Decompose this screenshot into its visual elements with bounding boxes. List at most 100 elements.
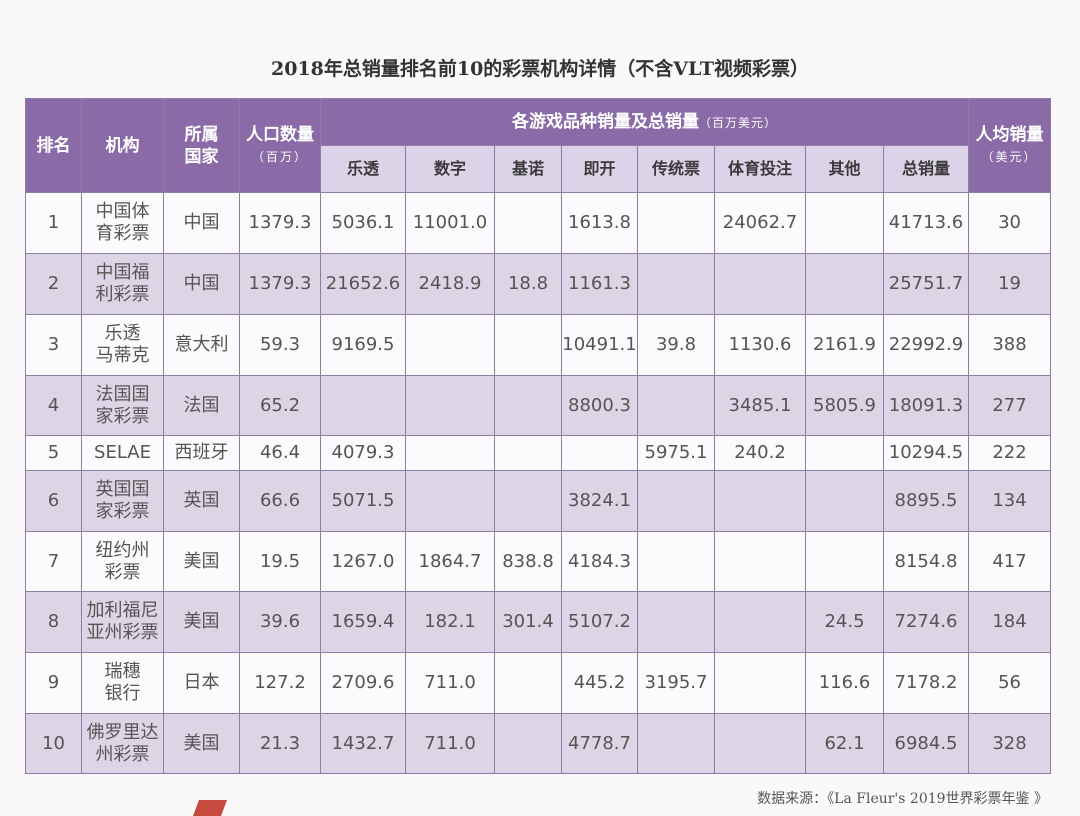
cell-country: 意大利 xyxy=(163,314,240,376)
header-other: 其他 xyxy=(805,145,884,193)
cell-population: 127.2 xyxy=(239,652,321,714)
cell-other xyxy=(805,435,884,471)
cell-instant xyxy=(561,435,638,471)
cell-population: 1379.3 xyxy=(239,253,321,315)
cell-instant: 1613.8 xyxy=(561,192,638,254)
cell-lotto: 21652.6 xyxy=(320,253,406,315)
cell-rank: 6 xyxy=(25,470,82,532)
cell-sports xyxy=(714,253,806,315)
cell-sports xyxy=(714,470,806,532)
header-rank: 排名 xyxy=(25,98,82,193)
header-population: 人口数量 （百万） xyxy=(239,98,321,193)
cell-sports: 1130.6 xyxy=(714,314,806,376)
table-row: 6 英国国 家彩票 英国 66.6 5071.5 3824.1 8895.5 134 xyxy=(25,470,1052,532)
cell-population: 39.6 xyxy=(239,591,321,653)
org-name-line: 亚州彩票 xyxy=(86,622,159,643)
cell-keno: 18.8 xyxy=(494,253,562,315)
cell-per-capita: 417 xyxy=(968,531,1052,592)
header-per-capita-label: 人均销量 xyxy=(975,124,1044,145)
cell-org: SELAE xyxy=(81,435,164,471)
cell-other xyxy=(805,192,884,254)
org-name-line: 佛罗里达 xyxy=(86,721,159,743)
cell-keno xyxy=(494,192,562,254)
cell-org: 中国体 育彩票 xyxy=(81,192,164,254)
org-name-line: 州彩票 xyxy=(95,743,150,765)
cell-population: 59.3 xyxy=(239,314,321,376)
header-games-label: 各游戏品种销量及总销量 xyxy=(512,111,699,132)
cell-keno xyxy=(494,652,562,714)
org-name-line: 纽约州 xyxy=(95,539,150,561)
cell-country: 美国 xyxy=(163,713,240,774)
cell-traditional: 5975.1 xyxy=(637,435,715,471)
cell-per-capita: 30 xyxy=(968,192,1052,254)
table-row: 1 中国体 育彩票 中国 1379.3 5036.1 11001.0 1613.8 24062.… xyxy=(25,192,1052,254)
cell-other: 5805.9 xyxy=(805,375,884,436)
cell-other xyxy=(805,531,884,592)
cell-traditional xyxy=(637,192,715,254)
cell-rank: 1 xyxy=(25,192,82,254)
cell-instant: 5107.2 xyxy=(561,591,638,653)
header-total: 总销量 xyxy=(882,145,970,193)
cell-org: 中国福 利彩票 xyxy=(81,253,164,315)
header-lotto: 乐透 xyxy=(320,145,406,193)
table-row: 5 SELAE 西班牙 46.4 4079.3 5975.1 240.2 10294.5 222 xyxy=(25,435,1052,471)
cell-total: 22992.9 xyxy=(882,314,970,376)
table-row: 7 纽约州 彩票 美国 19.5 1267.0 1864.7 838.8 4184.3 8154.… xyxy=(25,531,1052,592)
table-body: 1 中国体 育彩票 中国 1379.3 5036.1 11001.0 1613.8 24062.… xyxy=(25,192,1052,774)
cell-total: 10294.5 xyxy=(882,435,970,471)
cell-keno xyxy=(494,435,562,471)
cell-rank: 10 xyxy=(25,713,82,774)
table-row: 9 瑞穗 银行 日本 127.2 2709.6 711.0 445.2 3195.7 116.6 7… xyxy=(25,652,1052,714)
org-name-line: 家彩票 xyxy=(95,501,150,522)
cell-lotto: 9169.5 xyxy=(320,314,406,376)
table-row: 3 乐透 马蒂克 意大利 59.3 9169.5 10491.1 39.8 1130.6 2161… xyxy=(25,314,1052,376)
table-title: 2018年总销量排名前10的彩票机构详情（不含VLT视频彩票） xyxy=(270,58,809,80)
header-country-text: 所属国家 xyxy=(184,124,219,167)
cell-numbers: 2418.9 xyxy=(405,253,495,315)
cell-traditional xyxy=(637,531,715,592)
cell-lotto: 1267.0 xyxy=(320,531,406,592)
cell-instant: 445.2 xyxy=(561,652,638,714)
cell-total: 8895.5 xyxy=(882,470,970,532)
cell-keno xyxy=(494,314,562,376)
source-note: 数据来源：《La Fleur's 2019世界彩票年鉴 》 xyxy=(757,791,1048,807)
cell-numbers: 182.1 xyxy=(405,591,495,653)
cell-other: 62.1 xyxy=(805,713,884,774)
cell-lotto: 5036.1 xyxy=(320,192,406,254)
org-name-line: 育彩票 xyxy=(95,223,150,244)
cell-traditional xyxy=(637,713,715,774)
cell-traditional: 3195.7 xyxy=(637,652,715,714)
cell-keno xyxy=(494,713,562,774)
table-row: 2 中国福 利彩票 中国 1379.3 21652.6 2418.9 18.8 1161.3 25… xyxy=(25,253,1052,315)
cell-instant: 4184.3 xyxy=(561,531,638,592)
cell-per-capita: 184 xyxy=(968,591,1052,653)
org-name-line: 利彩票 xyxy=(95,284,150,305)
cell-instant: 1161.3 xyxy=(561,253,638,315)
header-numbers: 数字 xyxy=(405,145,495,193)
org-name-line: 中国福 xyxy=(95,262,150,283)
cell-per-capita: 222 xyxy=(968,435,1052,471)
cell-country: 法国 xyxy=(163,375,240,436)
cell-traditional xyxy=(637,253,715,315)
cell-numbers xyxy=(405,435,495,471)
cell-keno: 301.4 xyxy=(494,591,562,653)
cell-org: 英国国 家彩票 xyxy=(81,470,164,532)
header-country: 所属国家 xyxy=(163,98,240,193)
cell-traditional xyxy=(637,591,715,653)
cell-sports xyxy=(714,652,806,714)
cell-lotto xyxy=(320,375,406,436)
org-name-line: 马蒂克 xyxy=(95,345,150,366)
cell-country: 中国 xyxy=(163,253,240,315)
org-name-line: 家彩票 xyxy=(95,405,150,427)
cell-instant: 8800.3 xyxy=(561,375,638,436)
cell-keno xyxy=(494,375,562,436)
cell-other xyxy=(805,470,884,532)
cell-total: 25751.7 xyxy=(882,253,970,315)
org-name-line: 彩票 xyxy=(104,561,141,583)
cell-other: 2161.9 xyxy=(805,314,884,376)
decorative-shape xyxy=(193,800,227,816)
cell-org: 法国国 家彩票 xyxy=(81,375,164,436)
org-name-line: 中国体 xyxy=(95,201,150,222)
cell-traditional: 39.8 xyxy=(637,314,715,376)
cell-population: 21.3 xyxy=(239,713,321,774)
